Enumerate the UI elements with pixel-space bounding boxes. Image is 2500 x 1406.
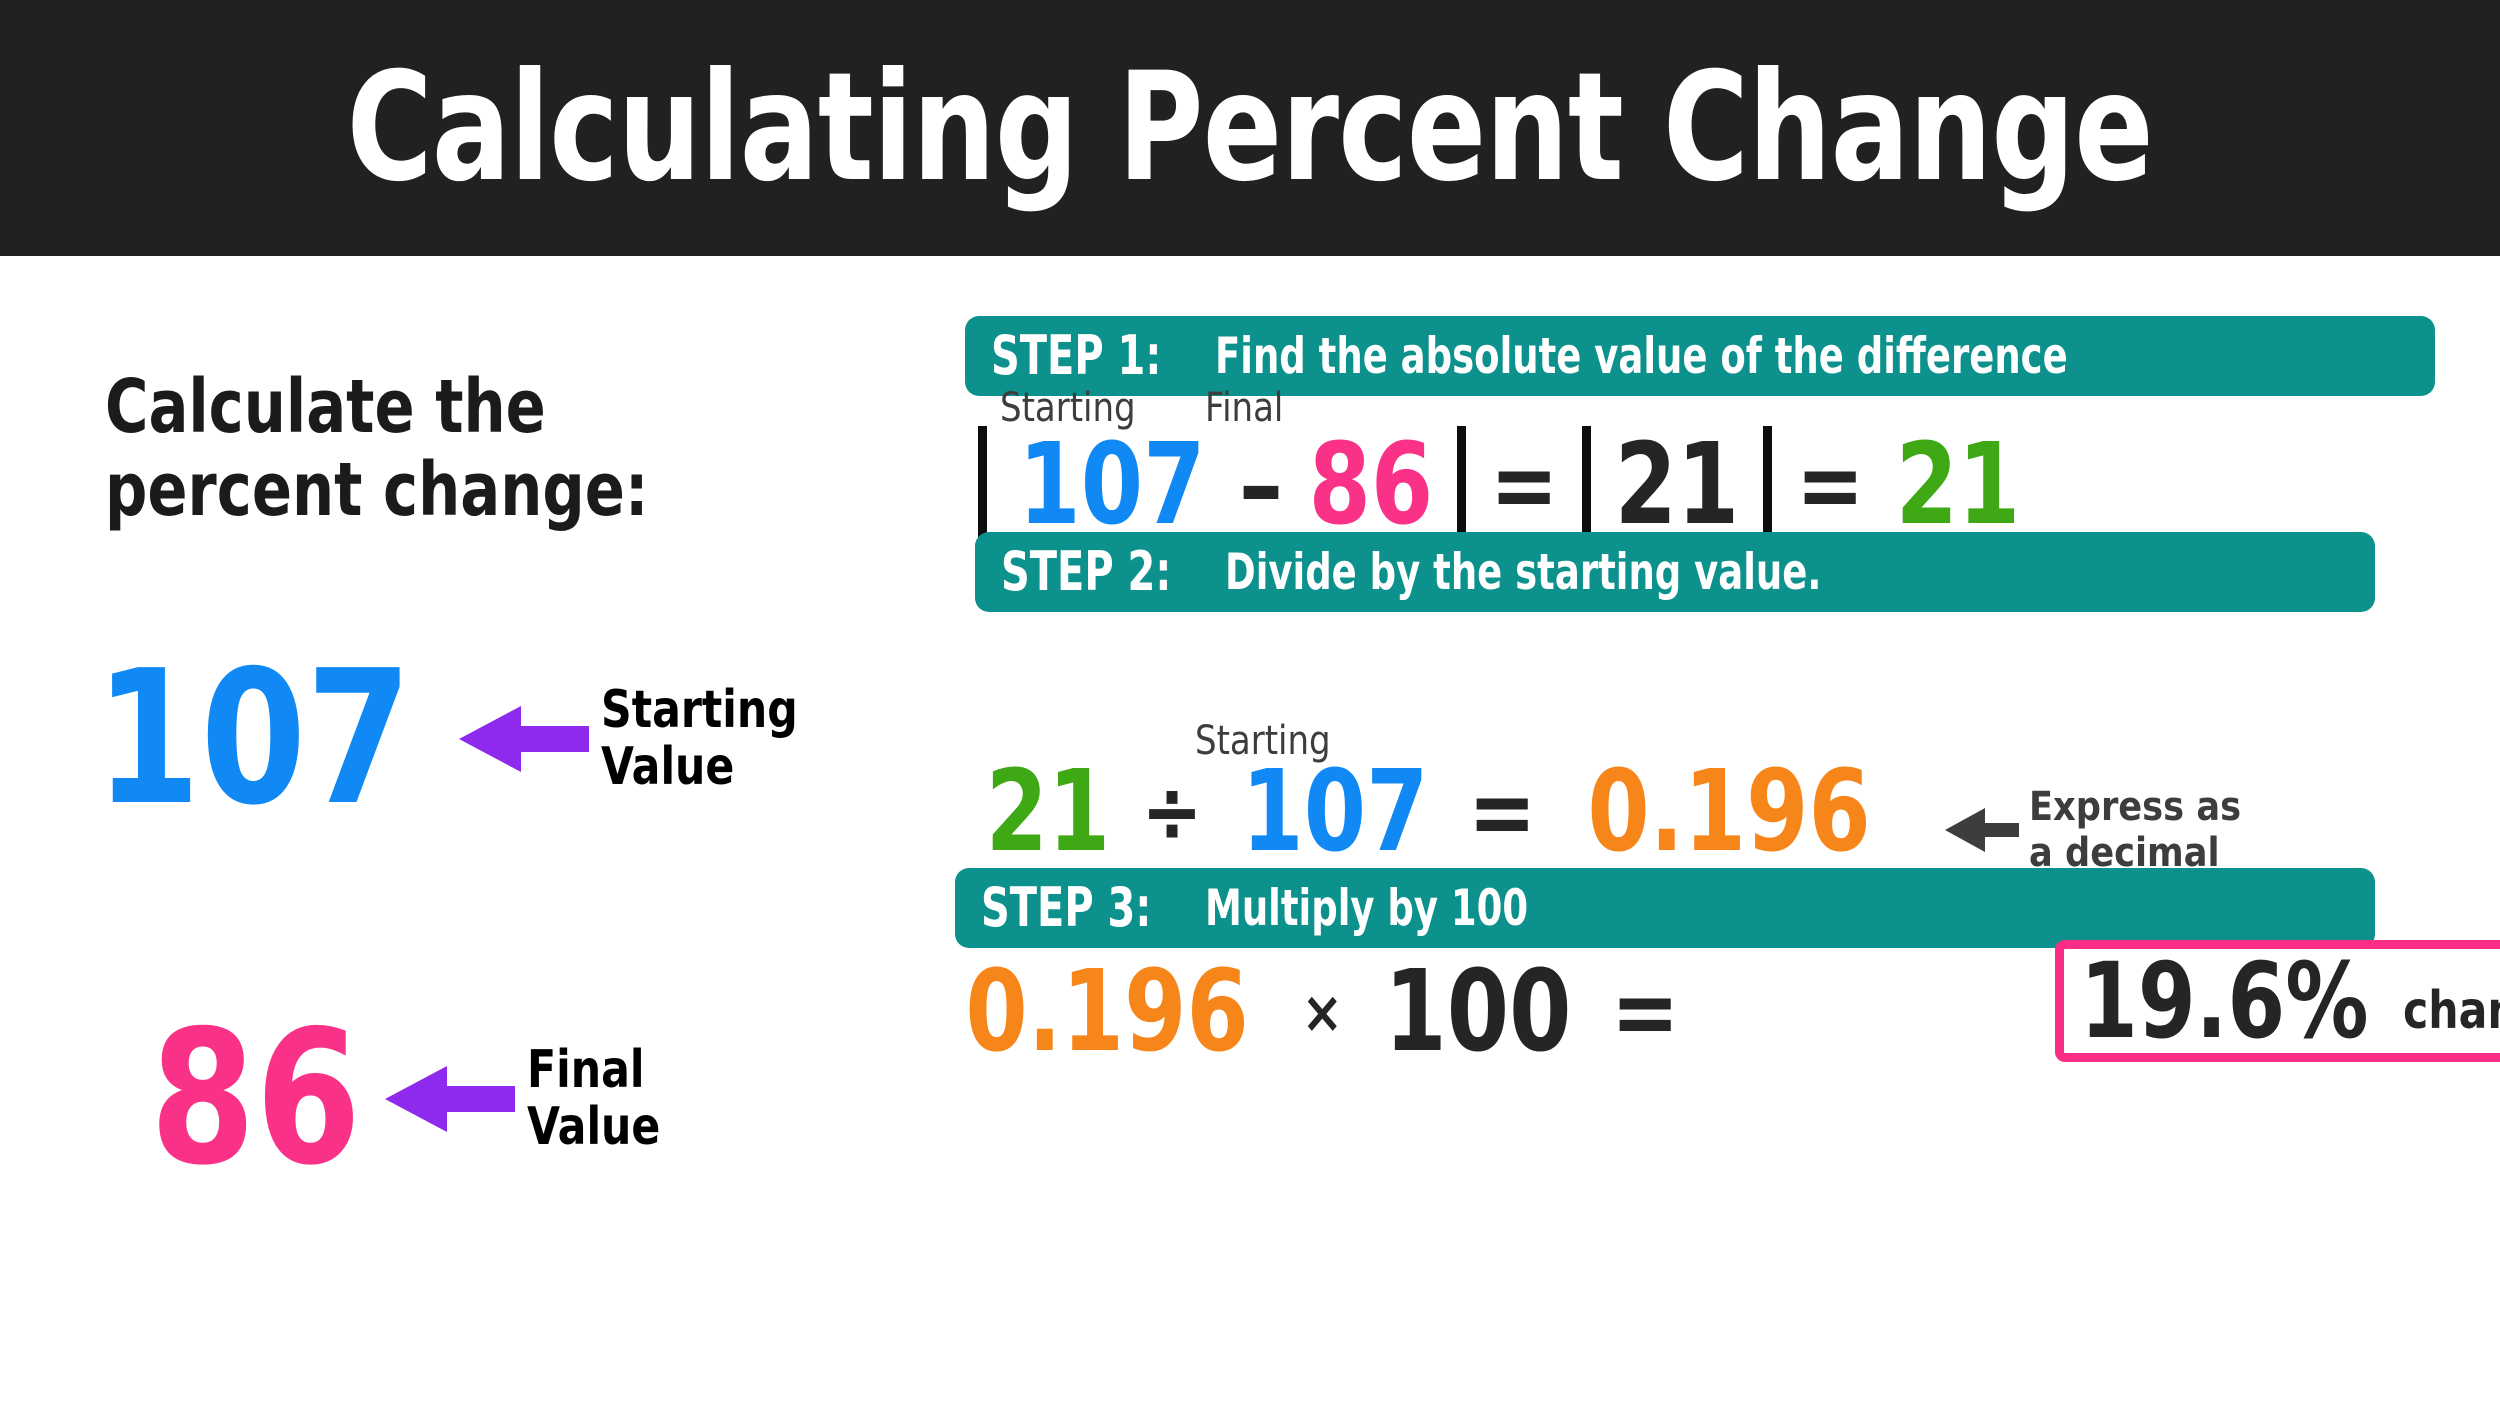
eq2-result: 0.196 (1587, 747, 1871, 877)
step-3-body: Multiply by 100 (1205, 879, 1529, 937)
arrow-left-icon (459, 705, 590, 772)
note-line-1: Express as (2029, 784, 2242, 830)
arrow-left-icon (385, 1065, 516, 1132)
final-value-label: Final Value (527, 1039, 661, 1157)
note-arrow-shaft (1977, 823, 2019, 837)
step-1-starting-tag: Starting (1000, 385, 1136, 431)
eq3-decimal: 0.196 (965, 947, 1249, 1077)
arrow-shaft (437, 1085, 516, 1112)
step-1-head: STEP 1: (991, 324, 1162, 387)
starting-value-label: Starting Value (601, 679, 798, 797)
starting-label-line-2: Value (601, 736, 735, 797)
arrow-left-gray-icon (1945, 808, 2019, 852)
prompt-text: Calculate the percent change: (105, 366, 649, 532)
step-1-body: Find the absolute value of the differenc… (1215, 327, 2068, 385)
prompt-line-2: percent change: (105, 446, 649, 533)
note-text: Express as a decimal (2029, 784, 2241, 876)
step-1-banner: STEP 1: Find the absolute value of the d… (965, 316, 2435, 396)
step-3-equation: 0.196 × 100 = (930, 956, 1695, 1068)
note-arrow-head (1945, 808, 1985, 852)
step-1-final-tag: Final (1205, 385, 1284, 431)
answer-value: 19.6% (2080, 940, 2369, 1062)
eq2-starting-value: 107 (1241, 747, 1429, 877)
step-2-equation: 21 ÷ 107 = 0.196 (970, 756, 1906, 868)
eq1-starting-value: 107 (1018, 420, 1206, 550)
arrow-shaft (511, 725, 590, 752)
eq3-equals: = (1610, 956, 1680, 1068)
left-panel: Calculate the percent change: 107 Starti… (0, 256, 960, 1406)
answer-suffix: change (2402, 981, 2500, 1041)
final-label-line-2: Value (527, 1096, 661, 1157)
arrow-head (385, 1065, 448, 1132)
step-2-head: STEP 2: (1001, 540, 1172, 603)
step-1-equation: 107 – 86 = 21 = 21 (970, 426, 2036, 544)
step-2-body: Divide by the starting value. (1225, 543, 1822, 601)
step-3-head: STEP 3: (981, 876, 1152, 939)
eq2-equals: = (1467, 756, 1537, 868)
abs-bar-open-2 (1582, 426, 1592, 544)
eq2-divide-operator: ÷ (1141, 762, 1203, 862)
eq3-times-operator: × (1301, 978, 1344, 1046)
steps-panel: STEP 1: Find the absolute value of the d… (940, 256, 2500, 1406)
starting-value-row: 107 Starting Value (95, 630, 841, 846)
starting-label-line-1: Starting (601, 679, 798, 740)
step-3-banner: STEP 3: Multiply by 100 (955, 868, 2375, 948)
final-label-line-1: Final (527, 1039, 645, 1100)
abs-bar-close (1456, 426, 1466, 544)
step-2-banner: STEP 2: Divide by the starting value. (975, 532, 2375, 612)
eq1-minus-operator: – (1238, 424, 1283, 546)
eq1-final-value: 86 (1308, 420, 1434, 550)
answer-box: 19.6% change (2055, 940, 2500, 1062)
prompt-line-1: Calculate the (105, 364, 546, 450)
express-as-decimal-note: Express as a decimal (1945, 784, 2270, 876)
eq1-abs-result: 21 (1614, 420, 1740, 550)
eq2-difference: 21 (985, 747, 1111, 877)
abs-bar-close-2 (1762, 426, 1772, 544)
page-title: Calculating Percent Change (346, 41, 2154, 215)
arrow-head (459, 705, 522, 772)
eq3-hundred: 100 (1384, 947, 1572, 1077)
header-bar: Calculating Percent Change (0, 0, 2500, 256)
eq1-equals-1: = (1489, 429, 1559, 541)
starting-value: 107 (95, 630, 412, 846)
final-value-row: 86 Final Value (150, 990, 690, 1206)
step-2-starting-tag: Starting (1195, 718, 1331, 764)
eq1-equals-2: = (1795, 429, 1865, 541)
abs-bar-open (978, 426, 987, 544)
final-value: 86 (150, 990, 362, 1206)
eq1-result: 21 (1895, 420, 2021, 550)
